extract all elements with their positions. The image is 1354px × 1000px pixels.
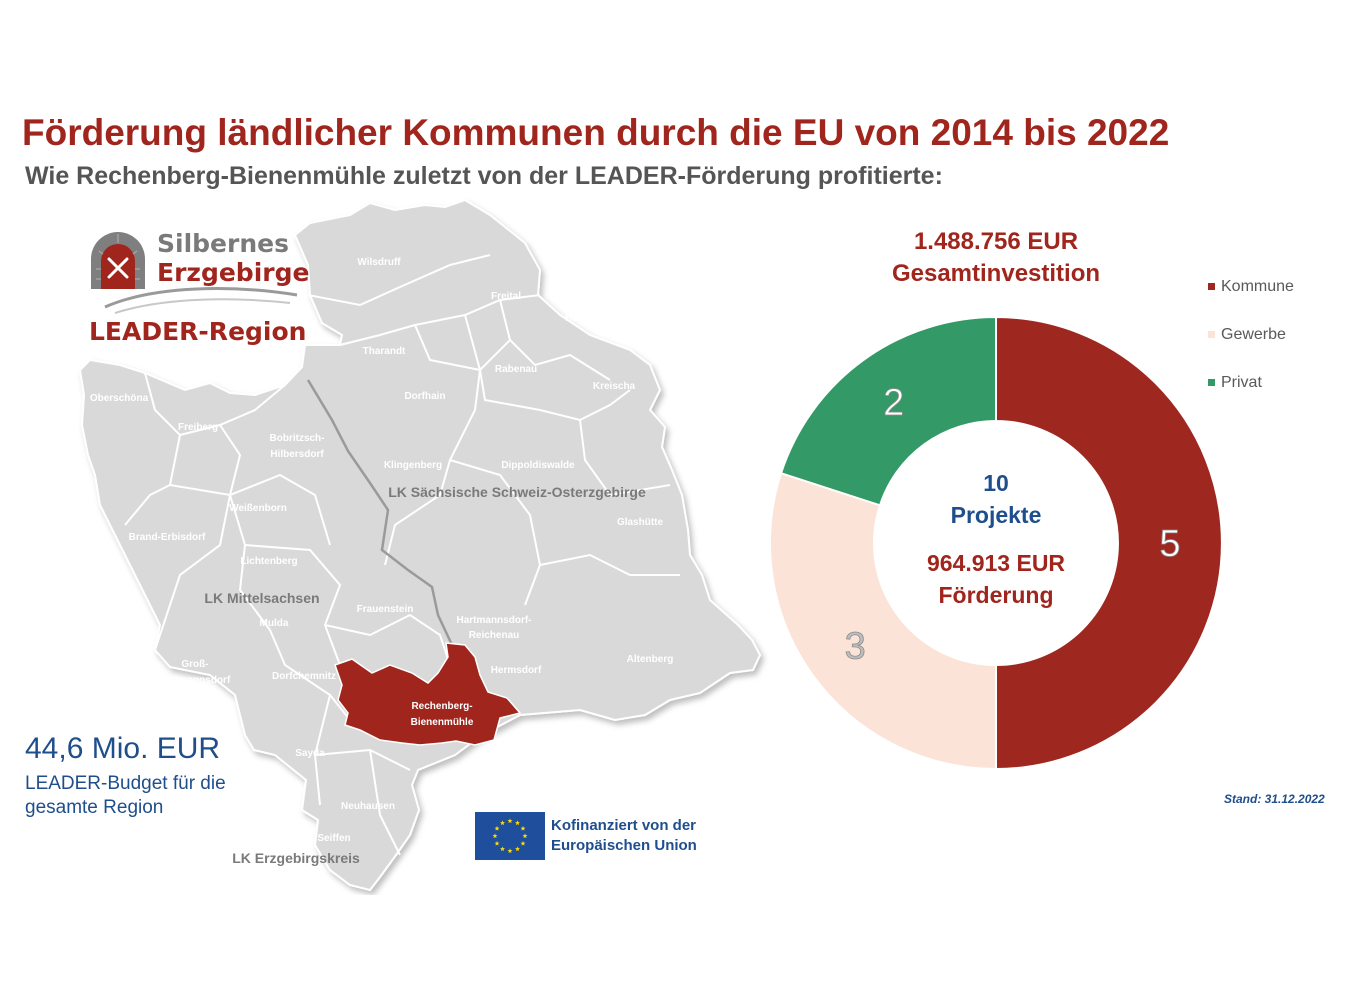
highlight-region-label: Rechenberg- (411, 701, 472, 712)
municipality-label: Groß- (181, 659, 208, 670)
eu-star-icon (500, 846, 505, 852)
project-count: 10 (983, 470, 1009, 496)
eu-star-icon (500, 820, 505, 826)
eu-star-icon (494, 840, 500, 846)
eu-cofunding-text: Kofinanziert von der Europäischen Union (551, 817, 697, 854)
project-count-label: Projekte (950, 502, 1042, 528)
municipality-label: Tharandt (363, 346, 406, 357)
region-map-outline (78, 198, 762, 892)
municipality-label: Kreischa (593, 381, 636, 392)
leader-logo: Silbernes Erzgebirge LEADER-Region (85, 225, 309, 355)
legend-label: Privat (1221, 374, 1262, 391)
legend-swatch (1208, 283, 1215, 290)
municipality-label: hartmannsdorf (160, 675, 231, 686)
municipality-label: Neuhausen (341, 801, 395, 812)
donut-slice-privat (779, 315, 997, 507)
municipality-label: Dorfhain (404, 391, 445, 402)
donut-slice-label: 3 (845, 625, 866, 667)
municipality-label: Hilbersdorf (270, 449, 324, 460)
logo-text-line3: LEADER-Region (89, 317, 307, 346)
municipality-label: Bannewitz (565, 313, 614, 324)
total-investment-amount: 1.488.756 EUR (913, 228, 1079, 255)
budget-value: 44,6 Mio. EUR (25, 732, 221, 765)
budget-description: LEADER-Budget für die gesamte Region (25, 773, 226, 818)
page-subtitle: Wie Rechenberg-Bienenmühle zuletzt von d… (25, 162, 943, 190)
municipality-label: Freital (491, 291, 521, 302)
eu-star-icon (522, 833, 528, 839)
chart-legend: Kommune Gewerbe Privat (1208, 278, 1294, 422)
eu-star-icon (507, 848, 513, 854)
legend-swatch (1208, 379, 1215, 386)
municipality-label: Glashütte (617, 517, 664, 528)
eu-star-icon (520, 840, 526, 846)
municipality-label: Mulda (260, 618, 289, 629)
district-border (306, 379, 454, 646)
municipality-label: Bobritzsch- (270, 433, 325, 444)
eu-star-icon (515, 846, 520, 852)
page-title: Förderung ländlicher Kommunen durch die … (22, 112, 1170, 153)
municipality-label: Hartmannsdorf- (456, 615, 531, 626)
municipality-label: Frauenstein (357, 604, 414, 615)
eu-star-icon (520, 825, 526, 831)
municipality-label: Brand-Erbisdorf (129, 532, 206, 543)
stand-date: Stand: 31.12.2022 (1224, 792, 1325, 806)
eu-star-icon (507, 818, 513, 824)
logo-text-line1: Silbernes (157, 229, 289, 258)
legend-label: Kommune (1221, 278, 1294, 295)
municipality-label: Wilsdruff (357, 257, 401, 268)
donut-chart: 5 3 2 (769, 315, 1223, 771)
legend-item: Privat (1208, 374, 1294, 422)
donut-slice-label: 2 (883, 382, 904, 424)
eu-star-icon (515, 820, 520, 826)
municipality-label: Reichenau (469, 630, 520, 641)
logo-swoosh (104, 287, 298, 314)
legend-item: Kommune (1208, 278, 1294, 326)
region-map: Wilsdruff Freital Bannewitz Tharandt Rab… (78, 198, 762, 892)
municipality-label: Altenberg (627, 654, 674, 665)
municipality-label: Oberschöna (90, 393, 149, 404)
municipality-label: Freiberg (178, 422, 218, 433)
district-label: LK Erzgebirgskreis (232, 850, 360, 866)
highlight-region-shape (334, 642, 522, 746)
donut-slice-gewerbe (769, 471, 997, 771)
mine-portal-icon (91, 232, 145, 289)
eu-star-icon (492, 833, 498, 839)
legend-item: Gewerbe (1208, 326, 1294, 374)
funding-label: Förderung (938, 582, 1054, 608)
legend-swatch (1208, 331, 1215, 338)
municipality-label: Sayda (295, 748, 325, 759)
eu-star-icon (494, 825, 500, 831)
funding-amount: 964.913 EUR (926, 550, 1066, 576)
donut-slice-label: 5 (1159, 523, 1180, 565)
municipality-label: Seiffen (317, 833, 350, 844)
municipality-label: Lichtenberg (240, 556, 297, 567)
district-label: LK Sächsische Schweiz-Osterzgebirge (388, 484, 646, 500)
municipality-borders (124, 254, 680, 856)
municipality-label: Dorfchemnitz (272, 671, 336, 682)
municipality-label: Rabenau (495, 364, 537, 375)
municipality-label: Weißenborn (229, 503, 287, 514)
municipality-label: Hermsdorf (491, 665, 542, 676)
highlight-region-label: Bienenmühle (411, 717, 474, 728)
total-investment-label: Gesamtinvestition (891, 260, 1101, 287)
eu-flag-icon (475, 812, 545, 860)
legend-label: Gewerbe (1221, 326, 1286, 343)
municipality-label: Dippoldiswalde (501, 460, 575, 471)
logo-text-line2: Erzgebirge (157, 258, 310, 287)
district-label: LK Mittelsachsen (204, 590, 319, 606)
municipality-label: Klingenberg (384, 460, 442, 471)
donut-slice-kommune (995, 315, 1223, 771)
